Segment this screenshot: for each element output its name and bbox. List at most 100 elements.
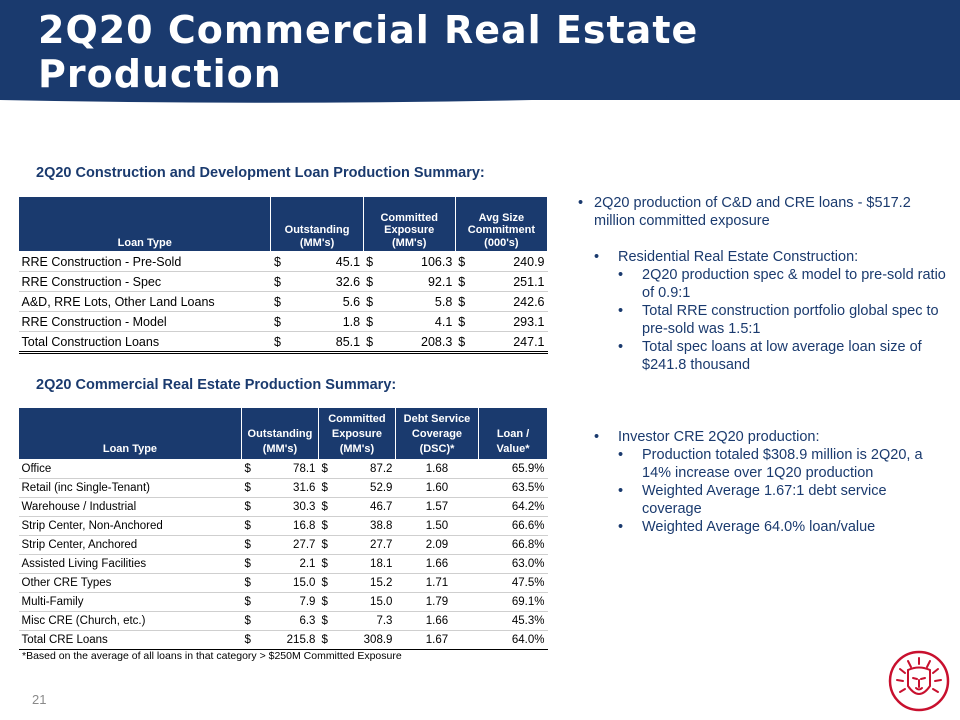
total-row: Total Construction Loans $ 85.1 $ 208.3 … [18,331,548,354]
currency-cell: $ [241,459,258,479]
bullet-sub-item: • Total spec loans at low average loan s… [578,338,948,374]
total-row: Total CRE Loans $ 215.8 $ 308.9 1.67 64.… [18,630,548,650]
currency-cell: $ [270,311,287,332]
avg-size-cell: 247.1 [471,331,548,354]
dsc-cell: 1.50 [395,516,479,536]
loan-type-cell: A&D, RRE Lots, Other Land Loans [18,291,271,312]
outstanding-cell: 45.1 [286,251,364,272]
table-header-row: Loan Type Outstanding (MM's) Committed E… [17,196,549,252]
currency-cell: $ [455,331,472,354]
currency-cell: $ [270,291,287,312]
outstanding-cell: 32.6 [286,271,364,292]
exposure-cell: 15.0 [334,592,396,612]
bullet-dot-icon: • [578,195,584,211]
ltv-cell: 66.8% [478,535,548,555]
banner-curve [0,64,960,103]
exposure-cell: 4.1 [379,311,456,332]
table-header-row: Loan Type Outstanding (MM's) Committed E… [18,407,548,460]
currency-cell: $ [241,592,258,612]
currency-cell: $ [318,478,335,498]
currency-cell: $ [363,271,380,292]
outstanding-cell: 30.3 [257,497,319,517]
currency-cell: $ [241,573,258,593]
avg-size-cell: 242.6 [471,291,548,312]
bullet-text: 2Q20 production spec & model to pre-sold… [642,267,946,301]
column-header: Committed Exposure (MM's) [362,196,456,252]
loan-type-cell: Assisted Living Facilities [18,554,242,574]
loan-type-cell: Total CRE Loans [18,630,242,650]
dsc-cell: 1.60 [395,478,479,498]
table-row: Other CRE Types $ 15.0 $ 15.2 1.71 47.5% [18,573,548,593]
currency-cell: $ [241,478,258,498]
exposure-cell: 7.3 [334,611,396,631]
column-header: Outstanding (MM's) [270,196,364,252]
currency-cell: $ [455,311,472,332]
column-header: Loan Type [17,196,272,252]
exposure-cell: 46.7 [334,497,396,517]
bullet-main: • 2Q20 production of C&D and CRE loans -… [578,194,948,230]
bullet-text: Total spec loans at low average loan siz… [642,339,922,373]
footnote: *Based on the average of all loans in th… [22,650,402,662]
dsc-cell: 1.68 [395,459,479,479]
loan-type-cell: Misc CRE (Church, etc.) [18,611,242,631]
currency-cell: $ [241,611,258,631]
currency-cell: $ [270,331,287,354]
table-row: RRE Construction - Pre-Sold $ 45.1 $ 106… [18,251,548,272]
currency-cell: $ [241,535,258,555]
bullet-text: Weighted Average 1.67:1 debt service cov… [642,483,887,517]
dsc-cell: 1.67 [395,630,479,650]
exposure-cell: 27.7 [334,535,396,555]
table-row: Strip Center, Non-Anchored $ 16.8 $ 38.8… [18,516,548,536]
bullet-dot-icon: • [618,447,624,463]
exposure-cell: 38.8 [334,516,396,536]
currency-cell: $ [363,291,380,312]
exposure-cell: 208.3 [379,331,456,354]
bullet-dot-icon: • [618,519,624,535]
outstanding-cell: 16.8 [257,516,319,536]
currency-cell: $ [363,311,380,332]
table-row: Assisted Living Facilities $ 2.1 $ 18.1 … [18,554,548,574]
exposure-cell: 308.9 [334,630,396,650]
ltv-cell: 45.3% [478,611,548,631]
column-header: Debt Service Coverage (DSC)* [394,407,480,460]
currency-cell: $ [270,251,287,272]
table-row: RRE Construction - Spec $ 32.6 $ 92.1 $ … [18,271,548,292]
cd-section-heading: 2Q20 Construction and Development Loan P… [36,165,485,181]
column-header: Outstanding (MM's) [240,407,319,460]
cre-loan-table: Loan Type Outstanding (MM's) Committed E… [18,407,548,650]
ltv-cell: 66.6% [478,516,548,536]
bullet-dot-icon: • [618,483,624,499]
currency-cell: $ [318,630,335,650]
currency-cell: $ [318,516,335,536]
currency-cell: $ [318,573,335,593]
table-row: Retail (inc Single-Tenant) $ 31.6 $ 52.9… [18,478,548,498]
bullet-text: Production totaled $308.9 million is 2Q2… [642,447,923,481]
currency-cell: $ [455,271,472,292]
currency-cell: $ [241,516,258,536]
column-header: Loan / Value* [478,407,548,460]
table-row: Multi-Family $ 7.9 $ 15.0 1.79 69.1% [18,592,548,612]
bullet-sub-item: • 2Q20 production spec & model to pre-so… [578,266,948,302]
exposure-cell: 92.1 [379,271,456,292]
bullet-text: Weighted Average 64.0% loan/value [642,519,876,535]
ltv-cell: 47.5% [478,573,548,593]
loan-type-cell: Multi-Family [18,592,242,612]
outstanding-cell: 15.0 [257,573,319,593]
avg-size-cell: 240.9 [471,251,548,272]
loan-type-cell: Total Construction Loans [18,331,271,354]
exposure-cell: 87.2 [334,459,396,479]
bullet-sub-item: • Weighted Average 64.0% loan/value [578,518,948,536]
outstanding-cell: 5.6 [286,291,364,312]
currency-cell: $ [318,459,335,479]
currency-cell: $ [318,592,335,612]
loan-type-cell: Strip Center, Anchored [18,535,242,555]
dsc-cell: 1.57 [395,497,479,517]
loan-type-cell: Retail (inc Single-Tenant) [18,478,242,498]
loan-type-cell: Office [18,459,242,479]
outstanding-cell: 215.8 [257,630,319,650]
currency-cell: $ [318,535,335,555]
bullet-cre-heading: • Investor CRE 2Q20 production: [578,428,948,446]
table-row: RRE Construction - Model $ 1.8 $ 4.1 $ 2… [18,311,548,332]
dsc-cell: 1.66 [395,554,479,574]
bullet-dot-icon: • [594,249,600,265]
